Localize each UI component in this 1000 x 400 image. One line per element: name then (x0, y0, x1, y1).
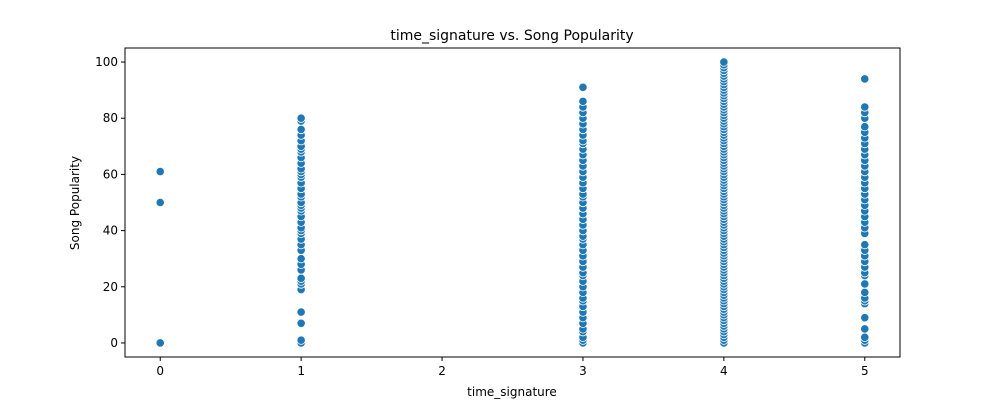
data-point (296, 307, 306, 317)
data-point (296, 318, 306, 328)
x-tick-label: 3 (579, 364, 587, 378)
data-point (860, 74, 870, 84)
chart-title: time_signature vs. Song Popularity (390, 28, 633, 44)
data-point (860, 313, 870, 323)
data-point (578, 82, 588, 92)
x-tick-label: 4 (720, 364, 728, 378)
data-point (296, 113, 306, 123)
data-point (155, 167, 165, 177)
x-tick-label: 5 (861, 364, 869, 378)
data-point (860, 102, 870, 112)
data-point (860, 240, 870, 250)
x-axis-ticks: 0 1 2 3 4 5 (156, 357, 869, 378)
y-tick-label: 100 (95, 55, 118, 69)
data-point (860, 332, 870, 342)
y-tick-label: 80 (103, 111, 118, 125)
x-tick-label: 0 (156, 364, 164, 378)
x-tick-label: 2 (438, 364, 446, 378)
data-point (296, 124, 306, 135)
data-point (860, 287, 870, 297)
y-tick-label: 0 (110, 336, 118, 350)
x-tick-label: 1 (297, 364, 305, 378)
data-point (296, 335, 306, 345)
data-point (860, 279, 870, 289)
plot-frame (124, 47, 901, 358)
y-tick-label: 20 (103, 280, 118, 294)
data-point (860, 122, 870, 132)
x-axis-label: time_signature (467, 385, 557, 399)
data-points (155, 57, 870, 348)
data-point (155, 338, 165, 348)
data-point (860, 324, 870, 334)
data-point (719, 57, 729, 67)
data-point (296, 254, 306, 264)
y-axis-label: Song Popularity (68, 156, 82, 250)
y-tick-label: 60 (103, 167, 118, 181)
data-point (296, 273, 306, 283)
y-axis-ticks: 0 20 40 60 80 100 (95, 55, 125, 350)
data-point (155, 197, 165, 208)
data-point (578, 96, 588, 106)
y-tick-label: 40 (103, 224, 118, 238)
